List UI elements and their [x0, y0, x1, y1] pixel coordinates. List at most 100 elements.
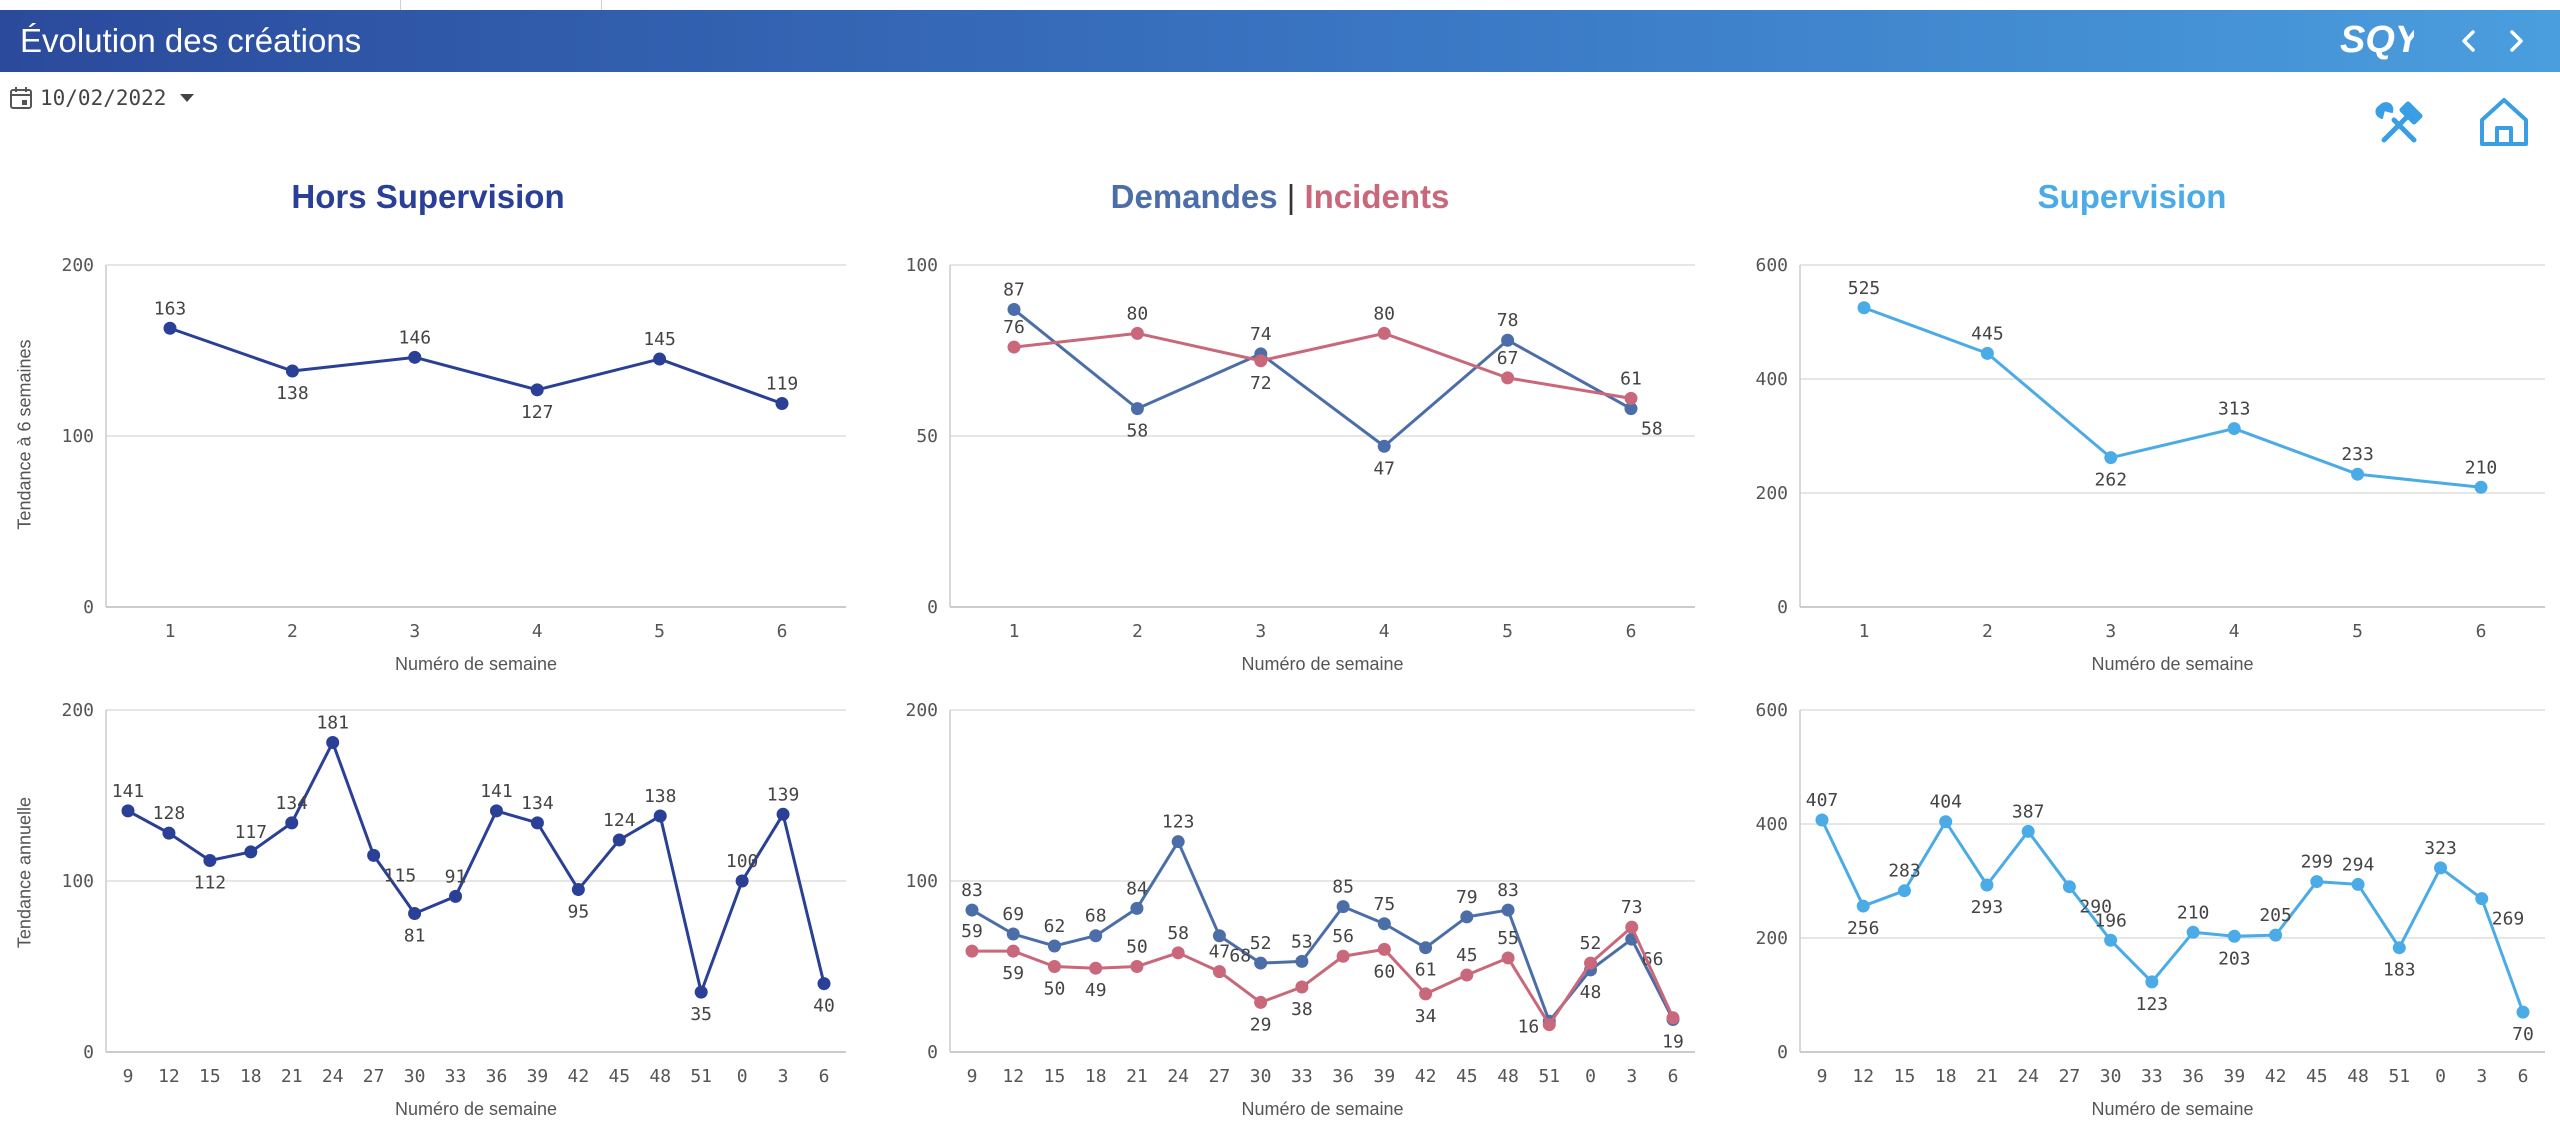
data-label: 48: [1580, 982, 1602, 1003]
x-tick-label: 9: [123, 1066, 134, 1087]
x-tick-label: 51: [690, 1066, 712, 1087]
x-tick-label: 33: [2141, 1066, 2163, 1087]
series-line: [169, 326, 783, 405]
x-tick-label: 42: [2265, 1066, 2287, 1087]
data-label: 290: [2079, 897, 2112, 918]
x-tick-label: 36: [1332, 1066, 1354, 1087]
data-point: [1980, 878, 1994, 892]
y-tick-label: 100: [61, 871, 94, 892]
y-tick-label: 0: [83, 1042, 94, 1063]
next-sheet-icon[interactable]: [2502, 24, 2530, 58]
data-label: 34: [1415, 1006, 1437, 1027]
data-label: 293: [1971, 897, 2004, 918]
data-label: 40: [813, 996, 835, 1017]
tools-icon[interactable]: [2370, 96, 2426, 152]
x-tick-label: 42: [568, 1066, 590, 1087]
data-label: 29: [1250, 1014, 1272, 1035]
data-point: [1295, 980, 1309, 994]
data-point: [244, 845, 258, 859]
x-tick-label: 3: [409, 621, 420, 642]
title-demandes: Demandes: [1110, 178, 1278, 215]
data-label: 50: [1126, 937, 1148, 958]
date-filter[interactable]: 10/02/2022: [8, 84, 198, 112]
data-label: 78: [1497, 310, 1519, 331]
data-point: [1980, 346, 1994, 360]
x-tick-label: 3: [2476, 1066, 2487, 1087]
y-tick-label: 400: [1755, 814, 1788, 835]
x-tick-label: 39: [527, 1066, 549, 1087]
data-label: 67: [1497, 348, 1519, 369]
data-point: [2434, 861, 2448, 875]
data-point: [1624, 402, 1638, 416]
y-tick-label: 0: [927, 597, 938, 618]
data-label: 115: [384, 865, 417, 886]
caret-down-icon[interactable]: [176, 88, 198, 108]
x-tick-label: 48: [649, 1066, 671, 1087]
previous-sheet-icon[interactable]: [2455, 24, 2483, 58]
y-tick-label: 600: [1755, 700, 1788, 721]
data-point: [1584, 956, 1598, 970]
x-tick-label: 6: [1668, 1066, 1679, 1087]
data-label: 138: [644, 786, 677, 807]
x-axis-label: Numéro de semaine: [1241, 1099, 1403, 1119]
x-tick-label: 2: [1982, 621, 1993, 642]
data-label: 294: [2342, 854, 2375, 875]
data-point: [326, 735, 340, 749]
series-line: [972, 925, 1675, 1027]
data-point: [1856, 899, 1870, 913]
x-tick-label: 0: [737, 1066, 748, 1087]
data-point: [1295, 954, 1309, 968]
data-point: [2227, 422, 2241, 436]
data-point: [1624, 391, 1638, 405]
data-point: [965, 944, 979, 958]
data-point: [1212, 965, 1226, 979]
y-tick-label: 200: [905, 700, 938, 721]
x-tick-label: 45: [2306, 1066, 2328, 1087]
data-label: 80: [1127, 303, 1149, 324]
data-label: 134: [276, 793, 309, 814]
x-tick-label: 1: [1859, 621, 1870, 642]
data-label: 123: [2136, 994, 2169, 1015]
data-label: 141: [480, 781, 513, 802]
x-tick-label: 21: [281, 1066, 303, 1087]
home-icon[interactable]: [2476, 94, 2532, 150]
x-tick-label: 33: [1291, 1066, 1313, 1087]
title-supervision: Supervision: [2037, 178, 2227, 215]
data-point: [2351, 467, 2365, 481]
title-incidents: Incidents: [1304, 178, 1450, 215]
y-tick-label: 100: [61, 426, 94, 447]
row-label-top: Tendance à 6 semaines: [14, 339, 35, 530]
data-label: 119: [766, 374, 799, 395]
x-tick-label: 15: [1894, 1066, 1916, 1087]
x-tick-label: 12: [1852, 1066, 1874, 1087]
data-label: 146: [399, 327, 432, 348]
data-point: [1254, 956, 1268, 970]
data-point: [2351, 877, 2365, 891]
tab-stub[interactable]: [400, 0, 602, 10]
data-point: [1007, 302, 1021, 316]
y-tick-label: 50: [916, 426, 938, 447]
chart-hors-supervision-annual: 0 100 200 9 12 15 18 21 24 27 30 33 36 39 42 45 48 51 0 3 6 N…: [40, 690, 860, 1120]
y-tick-label: 200: [61, 700, 94, 721]
data-label: 52: [1250, 933, 1272, 954]
x-tick-label: 4: [1379, 621, 1390, 642]
data-label: 95: [568, 902, 590, 923]
row-label-bottom: Tendance annuelle: [14, 796, 35, 949]
data-label: 76: [1003, 317, 1025, 338]
x-tick-label: 42: [1415, 1066, 1437, 1087]
data-point: [1130, 901, 1144, 915]
data-label: 85: [1332, 877, 1354, 898]
data-label: 62: [1044, 916, 1066, 937]
x-tick-label: 4: [2229, 621, 2240, 642]
data-label: 50: [1044, 979, 1066, 1000]
x-tick-label: 6: [1626, 621, 1637, 642]
data-point: [2021, 824, 2035, 838]
x-tick-label: 4: [532, 621, 543, 642]
data-point: [1377, 439, 1391, 453]
x-tick-label: 45: [608, 1066, 630, 1087]
x-tick-label: 9: [967, 1066, 978, 1087]
chart-supervision-6w: 0 200 400 600 1 2 3 4 5 6 Numéro de semaine 525 445 2…: [1730, 245, 2560, 675]
series-line: [1863, 306, 2482, 489]
x-tick-label: 30: [2100, 1066, 2122, 1087]
data-label: 163: [154, 298, 187, 319]
